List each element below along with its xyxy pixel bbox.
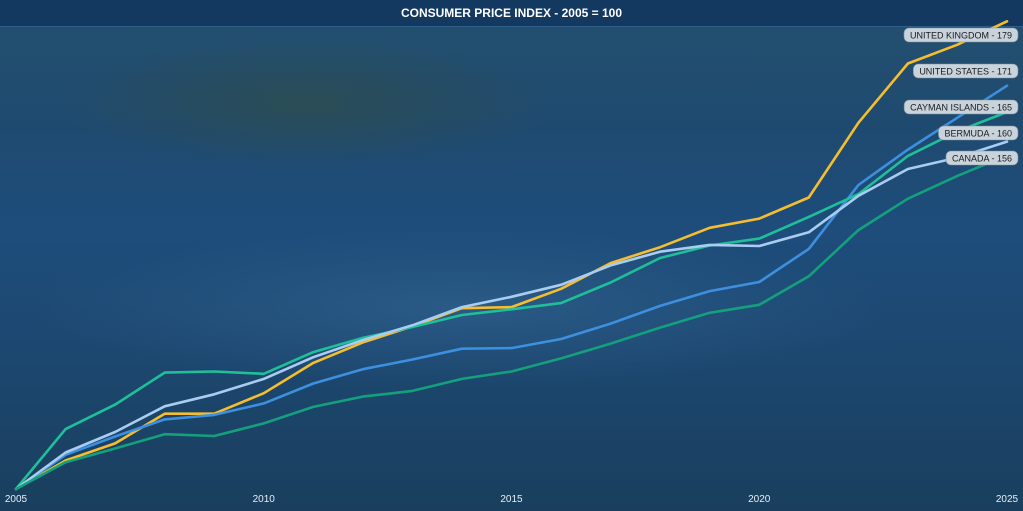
- series-labels: UNITED KINGDOM - 179 UNITED STATES - 171 C…: [903, 27, 1019, 166]
- x-tick-label: 2005: [5, 494, 28, 505]
- series-end-label: UNITED KINGDOM - 179: [903, 27, 1019, 43]
- chart-title: CONSUMER PRICE INDEX - 2005 = 100: [0, 0, 1023, 27]
- x-tick-label: 2010: [253, 494, 276, 505]
- series-end-label: BERMUDA - 160: [938, 125, 1019, 141]
- x-tick-label: 2020: [748, 494, 771, 505]
- series-end-label: CAYMAN ISLANDS - 165: [903, 99, 1019, 115]
- series-line: [14, 110, 1009, 491]
- series-layer: [14, 19, 1009, 491]
- series-end-label-text: CAYMAN ISLANDS - 165: [910, 103, 1012, 113]
- series-line: [14, 19, 1009, 491]
- series-end-label-text: UNITED KINGDOM - 179: [910, 31, 1012, 41]
- series-end-label-text: UNITED STATES - 171: [919, 67, 1012, 77]
- series-line: [14, 84, 1009, 491]
- x-axis: 2005 2010 2015 2020 2025: [5, 494, 1019, 505]
- series-end-label-text: CANADA - 156: [952, 154, 1012, 164]
- series-line: [14, 154, 1009, 491]
- series-end-label: CANADA - 156: [945, 150, 1019, 166]
- x-tick-label: 2025: [996, 494, 1019, 505]
- x-tick-label: 2015: [500, 494, 523, 505]
- series-end-label-text: BERMUDA - 160: [944, 129, 1012, 139]
- series-end-label: UNITED STATES - 171: [913, 63, 1019, 79]
- series-line: [14, 140, 1009, 491]
